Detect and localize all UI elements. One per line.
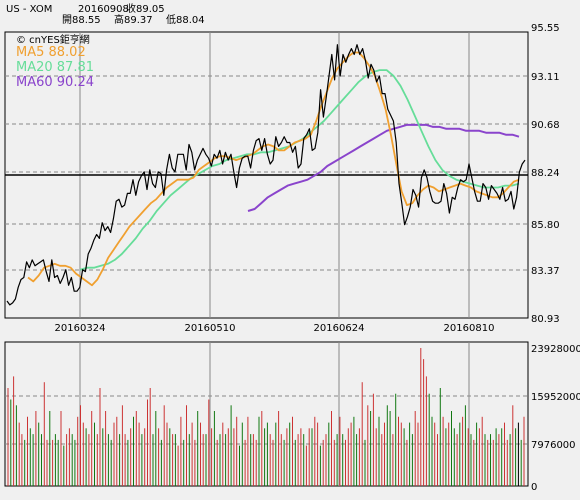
price-tick-label: 93.11	[531, 72, 560, 83]
legend-item-ma60: MA60 90.24	[16, 75, 94, 90]
price-line	[6, 44, 526, 306]
ma5-layer	[27, 51, 520, 287]
ma60-line	[247, 123, 520, 212]
close-label: 收89.05	[126, 2, 165, 15]
legend-item-ma5: MA5 88.02	[16, 45, 86, 60]
date-tick-label: 20160810	[444, 323, 495, 334]
volume-y-axis: 23928000 15952000 7976000 0	[531, 344, 580, 493]
price-y-axis: 95.55 93.11 90.68 88.24 85.80 83.37 80.93	[531, 23, 560, 325]
high-label: 高89.37	[114, 13, 153, 26]
ma60-layer	[247, 123, 520, 212]
date-axis: 20160324 20160510 20160624 20160810	[55, 323, 495, 334]
date-label: 20160908	[78, 4, 129, 15]
date-tick-label: 20160624	[314, 323, 365, 334]
price-grid	[5, 32, 528, 318]
volume-tick-label: 0	[531, 482, 537, 493]
date-tick-label: 20160324	[55, 323, 106, 334]
date-tick-label: 20160510	[185, 323, 236, 334]
price-tick-label: 83.37	[531, 266, 560, 277]
brand-label: © cnYES鉅亨網	[16, 33, 90, 46]
price-tick-label: 85.80	[531, 220, 560, 231]
volume-tick-label: 7976000	[531, 440, 576, 451]
price-layer	[6, 44, 526, 306]
price-tick-label: 95.55	[531, 23, 560, 34]
volume-tick-label: 15952000	[531, 392, 580, 403]
price-tick-label: 90.68	[531, 120, 560, 131]
open-label: 開88.55	[62, 14, 101, 26]
low-label: 低88.04	[166, 13, 205, 26]
ma5-line	[27, 51, 520, 287]
legend-item-ma20: MA20 87.81	[16, 60, 94, 75]
volume-tick-label: 23928000	[531, 344, 580, 355]
price-tick-label: 80.93	[531, 314, 560, 325]
price-tick-label: 88.24	[531, 168, 560, 179]
volume-bars	[7, 348, 525, 486]
symbol-label: US - XOM	[6, 4, 52, 15]
